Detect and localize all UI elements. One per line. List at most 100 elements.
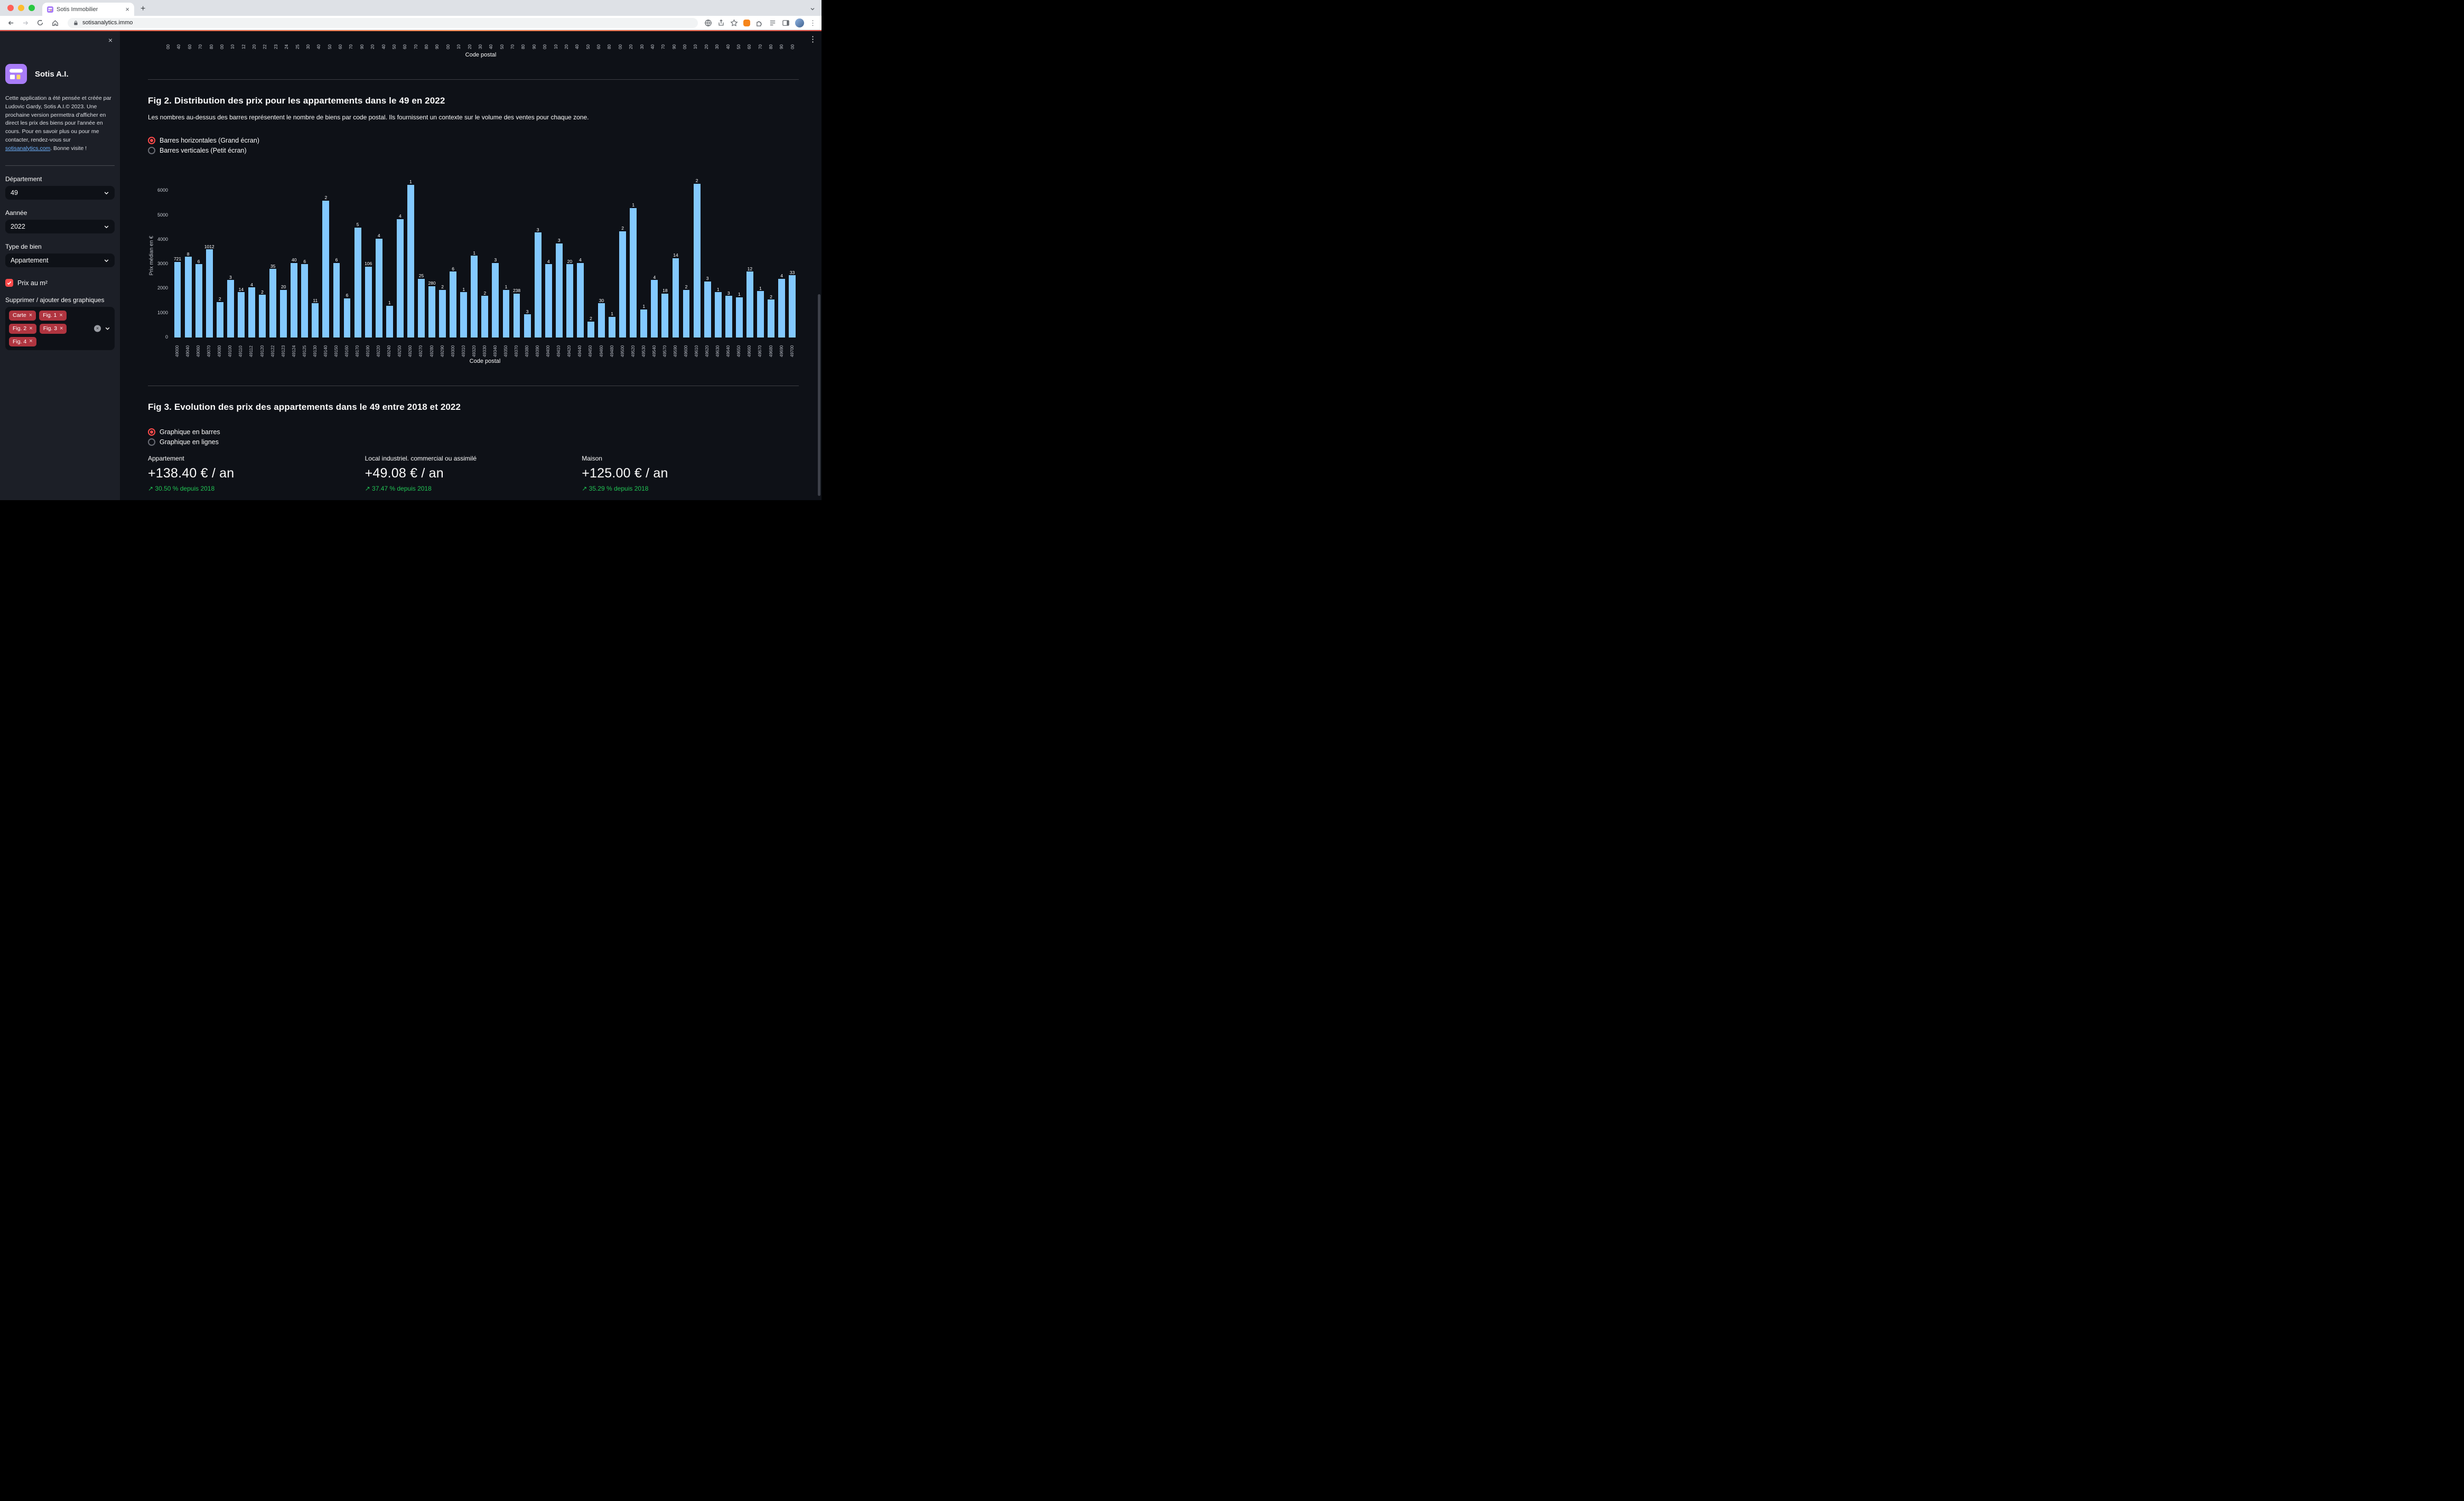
property-type-select[interactable]: Appartement <box>5 254 115 267</box>
tab-search-chevron-icon[interactable] <box>810 6 815 12</box>
profile-avatar[interactable] <box>795 18 804 27</box>
bar-49610: 2 <box>692 174 702 337</box>
bar-count-label: 1012 <box>204 245 214 249</box>
sidebar-close-icon[interactable]: × <box>108 36 113 44</box>
extensions-puzzle-icon[interactable] <box>755 19 763 27</box>
chart-tag-close-icon[interactable]: × <box>60 326 63 332</box>
charts-multiselect[interactable]: Carte×Fig. 1×Fig. 2× Fig. 3× Fig. 4× × <box>5 307 115 350</box>
bookmark-star-icon[interactable] <box>730 19 738 27</box>
chart-tag[interactable]: Carte× <box>9 311 36 321</box>
x-tick: 49700 <box>787 339 798 357</box>
bar-49040: 8 <box>183 174 193 337</box>
fig3-radio-option[interactable]: Graphique en barres <box>148 427 799 436</box>
bar-49120: 2 <box>257 174 268 337</box>
year-select[interactable]: 2022 <box>5 220 115 233</box>
chart-tag-close-icon[interactable]: × <box>29 326 32 332</box>
bar-49100: 3 <box>225 174 236 337</box>
bar <box>301 264 308 337</box>
chart-tag[interactable]: Fig. 4× <box>9 337 36 347</box>
translate-icon[interactable] <box>704 19 712 27</box>
bar-49270: 25 <box>416 174 426 337</box>
metric: Maison+125.00 € / an↗ 35.29 % depuis 201… <box>582 455 799 492</box>
bar-count-label: 35 <box>270 264 275 269</box>
sotisanalytics-link[interactable]: sotisanalytics.com <box>5 145 50 152</box>
metric-label: Appartement <box>148 455 365 462</box>
fig2-radio-option[interactable]: Barres verticales (Petit écran) <box>148 146 799 155</box>
tab-close-icon[interactable]: × <box>125 6 129 13</box>
fig3-radio-group: Graphique en barresGraphique en lignes <box>148 427 799 446</box>
x-tick-label: 49100 <box>228 339 232 357</box>
clear-all-icon[interactable]: × <box>94 325 101 332</box>
fig3-radio-option[interactable]: Graphique en lignes <box>148 437 799 446</box>
x-tick: 49060 <box>193 339 204 357</box>
bar-49170: 5 <box>352 174 363 337</box>
bar-49530: 1 <box>639 174 649 337</box>
fig2-radio-option[interactable]: Barres horizontales (Grand écran) <box>148 136 799 145</box>
x-tick: 49630 <box>713 339 723 357</box>
reading-list-icon[interactable] <box>769 19 777 27</box>
site-info-lock-icon[interactable] <box>73 20 79 26</box>
fig1-tick-label: 80 <box>521 42 526 49</box>
bar-49290: 2 <box>437 174 448 337</box>
browser-tab[interactable]: Sotis Immobilier × <box>42 3 134 16</box>
bar <box>259 295 266 337</box>
bar-count-label: 1 <box>462 287 465 292</box>
chart-tag-close-icon[interactable]: × <box>29 339 32 344</box>
x-tick-label: 49670 <box>758 339 762 357</box>
bar-49300: 6 <box>448 174 459 337</box>
window-close-button[interactable] <box>7 5 14 11</box>
window-zoom-button[interactable] <box>29 5 35 11</box>
extension-orange-icon[interactable] <box>743 20 750 26</box>
forward-button-icon[interactable] <box>19 17 32 29</box>
bar <box>619 231 626 337</box>
y-tick-label: 0 <box>165 335 168 340</box>
side-panel-icon[interactable] <box>782 19 790 27</box>
streamlit-menu-icon[interactable]: ⋮ <box>809 35 817 43</box>
browser-toolbar: sotisanalytics.immo ⋮ <box>0 16 822 30</box>
scrollbar[interactable] <box>818 294 820 496</box>
new-tab-button[interactable]: + <box>141 5 145 13</box>
fig1-tick-label: 30 <box>640 42 645 49</box>
browser-menu-kebab-icon[interactable]: ⋮ <box>809 20 816 26</box>
department-select[interactable]: 49 <box>5 186 115 200</box>
home-button-icon[interactable] <box>49 17 61 29</box>
bar <box>524 314 531 337</box>
window-minimize-button[interactable] <box>18 5 24 11</box>
bar-count-label: 8 <box>187 252 190 257</box>
x-tick: 49124 <box>289 339 300 357</box>
back-button-icon[interactable] <box>4 17 17 29</box>
price-per-m2-checkbox[interactable]: Prix au m² <box>5 279 115 287</box>
chart-tag[interactable]: Fig. 3× <box>40 324 67 334</box>
radio-selected-icon <box>148 137 155 144</box>
fig1-tick-label: 30 <box>306 42 311 49</box>
bar <box>450 271 456 337</box>
x-tick: 49170 <box>352 339 363 357</box>
chevron-down-icon <box>104 258 109 264</box>
x-tick: 49240 <box>384 339 395 357</box>
bar-count-label: 2 <box>483 291 486 296</box>
chevron-down-icon[interactable] <box>105 326 110 332</box>
x-tick-label: 49320 <box>472 339 477 357</box>
metric-delta-text: 37.47 % depuis 2018 <box>372 485 432 492</box>
chart-tag[interactable]: Fig. 1× <box>39 311 67 321</box>
bar <box>248 287 255 337</box>
bar <box>640 309 647 337</box>
metric-delta-text: 35.29 % depuis 2018 <box>589 485 649 492</box>
bar-49640: 3 <box>723 174 734 337</box>
x-tick: 49112 <box>246 339 257 357</box>
chart-tag[interactable]: Fig. 2× <box>9 324 36 334</box>
bar-count-label: 1 <box>759 286 762 291</box>
bar-49690: 4 <box>777 174 787 337</box>
x-tick-label: 49040 <box>186 339 190 357</box>
address-bar[interactable]: sotisanalytics.immo <box>68 18 698 28</box>
bar-49310: 1 <box>459 174 469 337</box>
share-icon[interactable] <box>717 19 725 26</box>
fig1-tick-label: 70 <box>199 42 203 49</box>
radio-label: Barres horizontales (Grand écran) <box>160 137 259 144</box>
x-tick: 49420 <box>564 339 575 357</box>
chart-tag-close-icon[interactable]: × <box>29 313 32 318</box>
x-tick-label: 49290 <box>441 339 445 357</box>
reload-button-icon[interactable] <box>34 17 46 29</box>
property-type-value: Appartement <box>11 257 49 264</box>
chart-tag-close-icon[interactable]: × <box>59 313 62 318</box>
